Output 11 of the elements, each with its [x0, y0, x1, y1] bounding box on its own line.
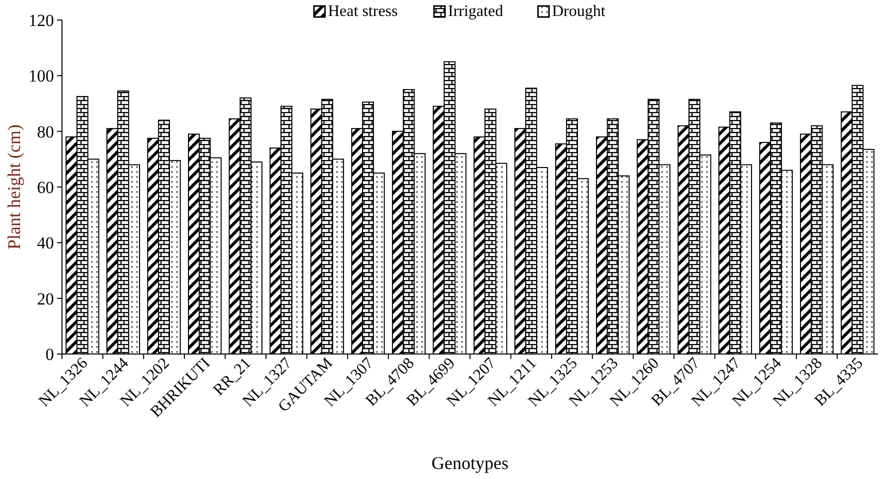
- y-tick-label: 40: [37, 234, 54, 253]
- y-tick-label: 120: [28, 10, 54, 30]
- y-tick-label: 20: [37, 289, 54, 308]
- y-tick-label: 60: [37, 178, 54, 197]
- legend-label: Drought: [552, 3, 606, 20]
- y-tick-label: 100: [28, 66, 54, 86]
- legend-label: Irrigated: [448, 3, 504, 20]
- y-tick-label: 80: [37, 122, 54, 142]
- y-axis-title: Plant height (cm): [4, 124, 24, 250]
- legend-label: Heat stress: [328, 3, 398, 20]
- x-axis-title: Genotypes: [432, 453, 508, 473]
